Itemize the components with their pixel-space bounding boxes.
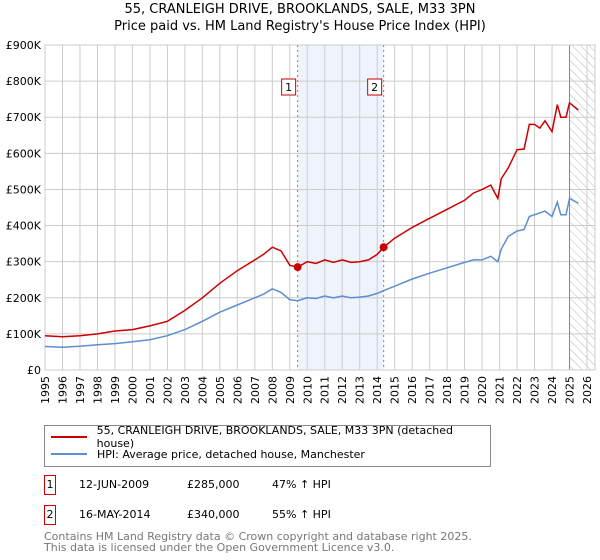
x-tick-label: 2012 bbox=[336, 376, 349, 404]
x-tick-label: 2006 bbox=[231, 376, 244, 404]
sale-row-1: 1 12-JUN-2009 £285,000 47% ↑ HPI bbox=[44, 475, 444, 495]
chart-subtitle: Price paid vs. HM Land Registry's House … bbox=[114, 19, 486, 34]
y-tick-label: £600K bbox=[6, 147, 42, 160]
x-tick-label: 2018 bbox=[441, 376, 454, 404]
sale-1-point bbox=[293, 263, 302, 272]
x-tick-label: 1998 bbox=[91, 376, 104, 404]
y-tick-label: £800K bbox=[6, 75, 42, 88]
x-tick-label: 2022 bbox=[511, 376, 524, 404]
x-tick-label: 2000 bbox=[126, 376, 139, 404]
x-tick-label: 2026 bbox=[581, 376, 594, 404]
sale-marker-2: 2 bbox=[44, 505, 56, 525]
y-tick-label: £900K bbox=[6, 39, 42, 52]
legend-swatch-property bbox=[51, 436, 87, 438]
sale-period-shading bbox=[297, 45, 384, 370]
x-tick-label: 2008 bbox=[266, 376, 279, 404]
sale-hpi-diff: 47% ↑ HPI bbox=[272, 478, 331, 491]
forecast-hatch bbox=[569, 45, 595, 370]
x-tick-label: 2009 bbox=[284, 376, 297, 404]
sale-row-2: 2 16-MAY-2014 £340,000 55% ↑ HPI bbox=[44, 505, 444, 525]
footer: Contains HM Land Registry data © Crown c… bbox=[44, 531, 472, 553]
legend-label-property: 55, CRANLEIGH DRIVE, BROOKLANDS, SALE, M… bbox=[96, 424, 453, 450]
x-tick-label: 2004 bbox=[196, 376, 209, 404]
y-tick-label: £0 bbox=[27, 364, 41, 377]
sale-date: 16-MAY-2014 bbox=[79, 508, 151, 521]
x-tick-label: 2011 bbox=[319, 376, 332, 404]
x-tick-label: 2019 bbox=[459, 376, 472, 404]
y-tick-label: £100K bbox=[6, 328, 42, 341]
x-tick-label: 1995 bbox=[39, 376, 52, 404]
x-tick-label: 2025 bbox=[564, 376, 577, 404]
x-tick-label: 1997 bbox=[74, 376, 87, 404]
x-tick-label: 2007 bbox=[249, 376, 262, 404]
property-price-line bbox=[44, 101, 579, 338]
sale-2-point bbox=[379, 243, 388, 252]
x-tick-label: 2003 bbox=[179, 376, 192, 404]
sale-1-annotation-label: 1 bbox=[285, 81, 292, 94]
sale-1-annotation-box bbox=[281, 78, 297, 96]
legend-item-property: 55, CRANLEIGH DRIVE, BROOKLANDS, SALE, M… bbox=[51, 424, 490, 450]
x-tick-label: 2024 bbox=[546, 376, 559, 404]
sale-marker-1: 1 bbox=[44, 475, 56, 495]
footer-copyright: Contains HM Land Registry data © Crown c… bbox=[44, 530, 472, 543]
chart-title: 55, CRANLEIGH DRIVE, BROOKLANDS, SALE, M… bbox=[124, 2, 476, 17]
sale-price: £285,000 bbox=[187, 478, 240, 491]
y-tick-label: £200K bbox=[6, 292, 42, 305]
y-tick-label: £500K bbox=[6, 183, 42, 196]
sale-date: 12-JUN-2009 bbox=[79, 478, 150, 491]
x-tick-label: 2014 bbox=[371, 376, 384, 404]
x-tick-label: 2010 bbox=[301, 376, 314, 404]
legend-item-hpi: HPI: Average price, detached house, Manc… bbox=[51, 446, 365, 462]
footer-licence: This data is licensed under the Open Gov… bbox=[44, 541, 395, 554]
x-tick-label: 2023 bbox=[529, 376, 542, 404]
legend-swatch-hpi bbox=[51, 453, 87, 455]
x-tick-label: 2020 bbox=[476, 376, 489, 404]
price-chart: £0 £100K £200K £300K £400K £500K £600K £700K £80… bbox=[6, 39, 596, 404]
hpi-line bbox=[44, 197, 579, 349]
legend: 55, CRANLEIGH DRIVE, BROOKLANDS, SALE, M… bbox=[44, 424, 491, 467]
legend-label-hpi: HPI: Average price, detached house, Manc… bbox=[97, 447, 365, 461]
x-tick-label: 2015 bbox=[389, 376, 402, 404]
x-tick-label: 2017 bbox=[424, 376, 437, 404]
sale-2-annotation-label: 2 bbox=[371, 81, 378, 94]
plot-frame bbox=[44, 44, 596, 371]
x-tick-label: 2005 bbox=[214, 376, 227, 404]
y-tick-label: £700K bbox=[6, 111, 42, 124]
x-tick-label: 2021 bbox=[494, 376, 507, 404]
sale-hpi-diff: 55% ↑ HPI bbox=[272, 508, 331, 521]
x-tick-label: 2016 bbox=[406, 376, 419, 404]
sale-2-annotation-box bbox=[367, 78, 383, 96]
x-tick-label: 2002 bbox=[161, 376, 174, 404]
y-tick-label: £400K bbox=[6, 220, 42, 233]
y-tick-label: £300K bbox=[6, 256, 42, 269]
sale-price: £340,000 bbox=[187, 508, 240, 521]
x-tick-label: 1999 bbox=[109, 376, 122, 404]
x-tick-label: 2001 bbox=[144, 376, 157, 404]
x-tick-label: 2013 bbox=[354, 376, 367, 404]
x-tick-label: 1996 bbox=[56, 376, 69, 404]
